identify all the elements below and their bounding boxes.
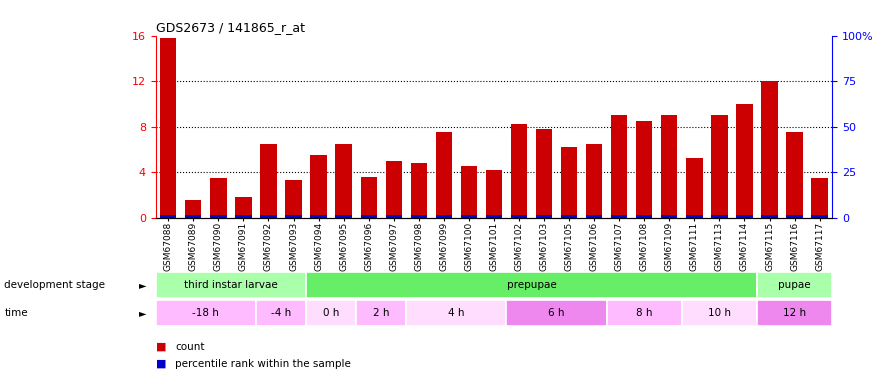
- Bar: [761, 81, 778, 218]
- Bar: [156, 300, 256, 326]
- Text: time: time: [4, 308, 28, 318]
- Bar: [787, 216, 803, 217]
- Text: ►: ►: [139, 308, 146, 318]
- Bar: [682, 300, 757, 326]
- Bar: [360, 177, 376, 218]
- Bar: [311, 216, 327, 217]
- Bar: [686, 216, 702, 217]
- Text: count: count: [175, 342, 205, 352]
- Bar: [336, 144, 352, 218]
- Text: -18 h: -18 h: [192, 308, 219, 318]
- Text: pupae: pupae: [778, 280, 811, 290]
- Text: 8 h: 8 h: [636, 308, 652, 318]
- Bar: [536, 129, 552, 218]
- Bar: [486, 170, 502, 217]
- Bar: [757, 272, 832, 298]
- Bar: [160, 216, 176, 217]
- Bar: [812, 216, 828, 217]
- Text: prepupae: prepupae: [506, 280, 556, 290]
- Bar: [511, 216, 527, 217]
- Bar: [286, 180, 302, 218]
- Bar: [385, 160, 402, 218]
- Bar: [261, 216, 277, 217]
- Bar: [436, 216, 452, 217]
- Bar: [235, 197, 252, 217]
- Bar: [536, 216, 552, 217]
- Text: 12 h: 12 h: [783, 308, 806, 318]
- Bar: [286, 216, 302, 217]
- Bar: [661, 115, 677, 218]
- Bar: [461, 166, 477, 218]
- Bar: [611, 216, 627, 217]
- Bar: [711, 115, 727, 218]
- Text: third instar larvae: third instar larvae: [184, 280, 278, 290]
- Bar: [410, 163, 427, 218]
- Bar: [636, 121, 652, 218]
- Bar: [711, 216, 727, 217]
- Text: -4 h: -4 h: [271, 308, 291, 318]
- Bar: [410, 216, 427, 217]
- Text: 2 h: 2 h: [373, 308, 390, 318]
- Bar: [360, 216, 376, 217]
- Bar: [736, 104, 753, 218]
- Bar: [261, 144, 277, 218]
- Bar: [306, 300, 356, 326]
- Bar: [256, 300, 306, 326]
- Bar: [156, 272, 306, 298]
- Text: ■: ■: [156, 342, 166, 352]
- Bar: [561, 216, 578, 217]
- Bar: [160, 38, 176, 218]
- Bar: [511, 124, 527, 218]
- Bar: [436, 132, 452, 218]
- Bar: [336, 216, 352, 217]
- Text: percentile rank within the sample: percentile rank within the sample: [175, 359, 352, 369]
- Text: ■: ■: [156, 359, 166, 369]
- Bar: [586, 144, 603, 218]
- Text: ►: ►: [139, 280, 146, 290]
- Bar: [406, 300, 506, 326]
- Bar: [306, 272, 757, 298]
- Bar: [235, 216, 252, 217]
- Bar: [757, 300, 832, 326]
- Bar: [607, 300, 682, 326]
- Bar: [210, 178, 227, 218]
- Bar: [812, 178, 828, 218]
- Bar: [486, 216, 502, 217]
- Bar: [461, 216, 477, 217]
- Bar: [311, 155, 327, 218]
- Bar: [661, 216, 677, 217]
- Bar: [586, 216, 603, 217]
- Text: 6 h: 6 h: [548, 308, 565, 318]
- Bar: [185, 216, 201, 217]
- Bar: [761, 216, 778, 217]
- Bar: [736, 216, 753, 217]
- Text: 10 h: 10 h: [708, 308, 731, 318]
- Bar: [506, 300, 607, 326]
- Bar: [561, 147, 578, 218]
- Text: development stage: development stage: [4, 280, 105, 290]
- Bar: [686, 158, 702, 218]
- Bar: [185, 201, 201, 217]
- Bar: [210, 216, 227, 217]
- Bar: [611, 115, 627, 218]
- Bar: [356, 300, 406, 326]
- Bar: [636, 216, 652, 217]
- Text: GDS2673 / 141865_r_at: GDS2673 / 141865_r_at: [156, 21, 304, 34]
- Text: 4 h: 4 h: [449, 308, 465, 318]
- Bar: [385, 216, 402, 217]
- Bar: [787, 132, 803, 218]
- Text: 0 h: 0 h: [323, 308, 339, 318]
